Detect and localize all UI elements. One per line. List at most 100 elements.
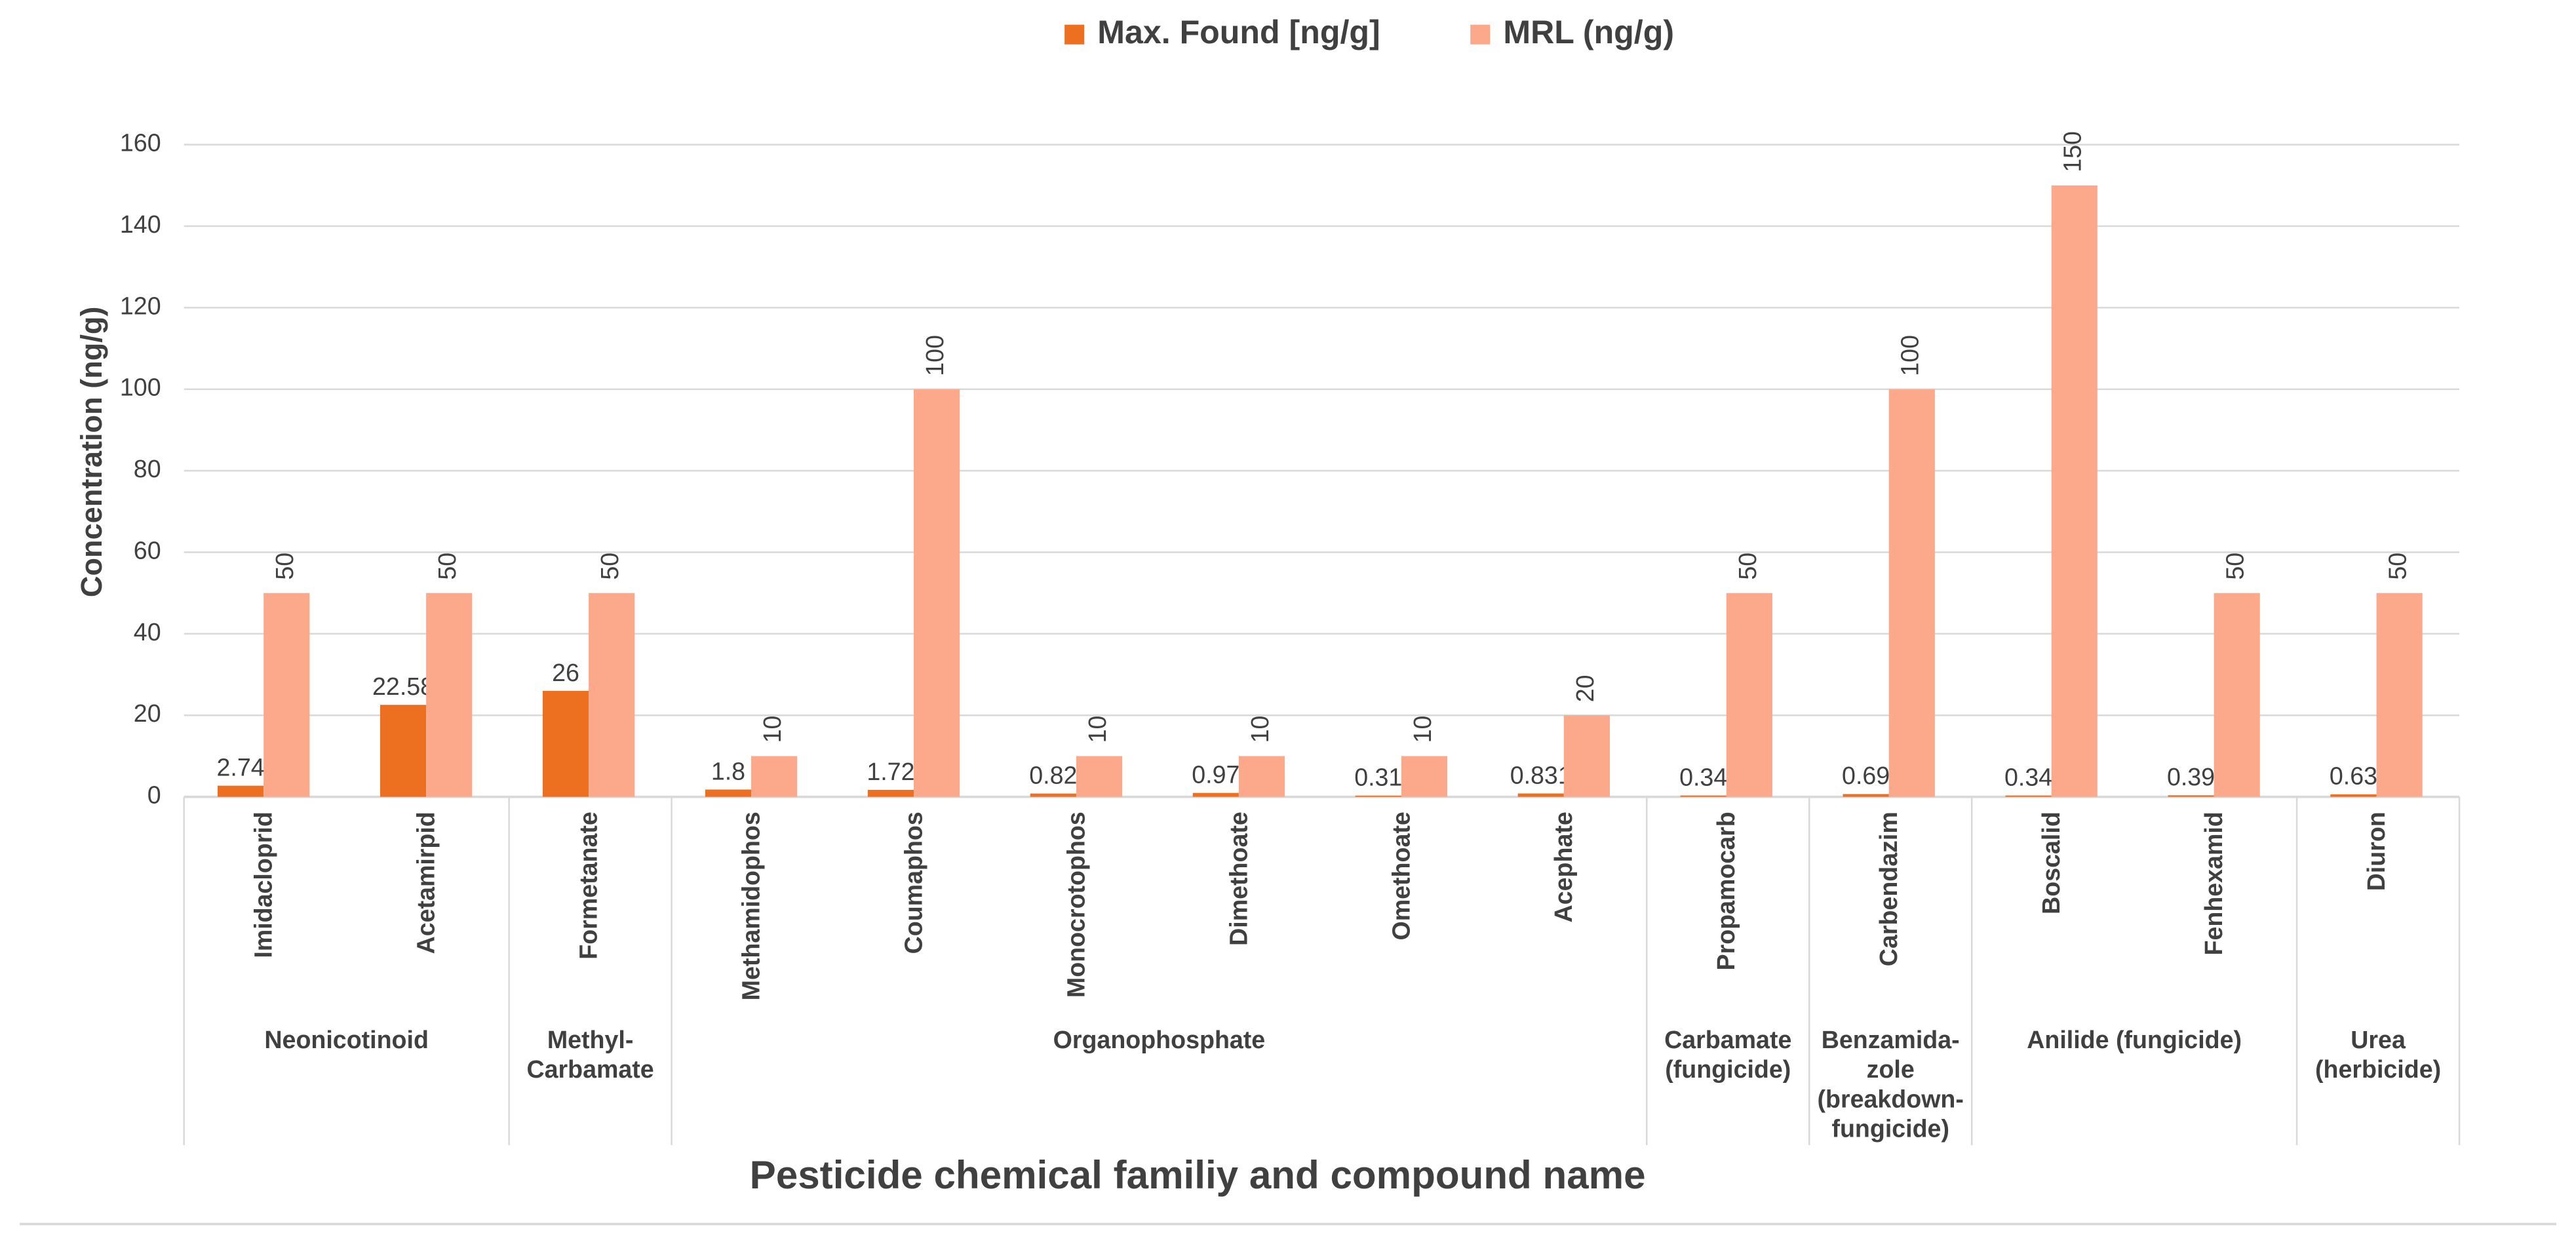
data-label: 10 xyxy=(1083,716,1111,743)
data-label: 50 xyxy=(433,553,461,580)
data-label: 0.34 xyxy=(1679,763,1727,791)
bar xyxy=(426,593,473,797)
data-label: 150 xyxy=(2059,131,2086,172)
bar xyxy=(218,785,264,797)
data-label: 10 xyxy=(1409,716,1436,743)
bar xyxy=(1076,756,1123,797)
bar xyxy=(380,705,427,797)
category-label: Acephate xyxy=(1550,812,1577,922)
group-label: Urea xyxy=(2351,1026,2406,1053)
category-label: Omethoate xyxy=(1387,812,1415,940)
data-label: 10 xyxy=(1246,716,1274,743)
legend-swatch xyxy=(1064,24,1085,45)
data-label: 100 xyxy=(1896,335,1924,376)
data-label: 20 xyxy=(1571,675,1599,702)
x-axis-title: Pesticide chemical familiy and compound … xyxy=(750,1153,1646,1197)
bar xyxy=(1726,593,1772,797)
bar xyxy=(1238,756,1285,797)
bar xyxy=(1680,795,1727,797)
category-label: Formetanate xyxy=(575,812,602,960)
group-label: fungicide) xyxy=(1831,1114,1949,1142)
data-label: 0.97 xyxy=(1192,761,1239,789)
bar xyxy=(2330,794,2377,797)
bar xyxy=(1192,792,1239,797)
y-tick-label: 0 xyxy=(147,781,161,809)
y-tick-label: 140 xyxy=(120,210,161,238)
group-label: Carbamate xyxy=(1664,1026,1791,1053)
group-label: Anilide (fungicide) xyxy=(2027,1026,2242,1053)
y-tick-label: 160 xyxy=(120,129,161,157)
bar xyxy=(1030,793,1076,797)
data-label: 0.63 xyxy=(2330,762,2377,790)
data-label: 50 xyxy=(1734,553,1761,580)
category-label: Coumaphos xyxy=(899,812,927,954)
data-label: 22.58 xyxy=(372,673,434,700)
bar xyxy=(263,593,310,797)
bar xyxy=(2005,795,2052,797)
y-tick-label: 40 xyxy=(134,618,161,646)
data-label: 1.72 xyxy=(867,758,914,785)
y-axis-title: Concentration (ng/g) xyxy=(75,307,108,598)
data-label: 10 xyxy=(758,716,786,743)
bar xyxy=(542,690,589,797)
data-label: 100 xyxy=(921,335,948,376)
y-tick-label: 100 xyxy=(120,374,161,401)
group-label: Neonicotinoid xyxy=(264,1026,428,1053)
legend-swatch xyxy=(1470,24,1491,45)
bar xyxy=(1843,794,1889,797)
category-label: Monocrotophos xyxy=(1062,812,1089,998)
bar xyxy=(2051,185,2098,797)
bar xyxy=(589,593,635,797)
data-label: 0.39 xyxy=(2167,763,2215,791)
group-label: (breakdown- xyxy=(1818,1085,1964,1112)
bar xyxy=(2168,795,2214,797)
bar xyxy=(1888,389,1935,797)
bar xyxy=(1401,756,1448,797)
bar xyxy=(705,789,752,797)
bar xyxy=(1355,795,1401,797)
category-label: Diuron xyxy=(2362,812,2390,891)
category-label: Boscalid xyxy=(2037,812,2065,914)
legend-label: Max. Found [ng/g] xyxy=(1097,14,1380,50)
bar xyxy=(1563,715,1610,797)
data-label: 0.69 xyxy=(1842,762,1890,789)
group-label: zole xyxy=(1867,1055,1915,1083)
data-label: 0.82 xyxy=(1029,761,1077,789)
group-label: (fungicide) xyxy=(1665,1055,1791,1083)
data-label: 1.8 xyxy=(711,757,745,785)
bar xyxy=(2376,593,2423,797)
data-label: 50 xyxy=(271,553,298,580)
legend-label: MRL (ng/g) xyxy=(1503,14,1674,50)
category-label: Acetamirpid xyxy=(412,812,440,954)
group-label: Carbamate xyxy=(526,1055,654,1083)
bar xyxy=(2214,593,2260,797)
group-label: Methyl- xyxy=(547,1026,634,1053)
category-label: Propamocarb xyxy=(1712,812,1740,970)
y-tick-label: 60 xyxy=(134,536,161,564)
bar xyxy=(913,389,960,797)
y-tick-label: 20 xyxy=(134,699,161,727)
data-label: 0.31 xyxy=(1354,764,1402,791)
data-label: 50 xyxy=(596,553,623,580)
category-label: Fenhexamid xyxy=(2200,812,2227,955)
data-label: 2.74 xyxy=(217,753,265,781)
data-label: 50 xyxy=(2384,553,2411,580)
category-label: Carbendazim xyxy=(1875,812,1902,966)
category-label: Imidacloprid xyxy=(250,812,277,958)
bar xyxy=(1517,793,1564,797)
data-label: 26 xyxy=(552,659,579,686)
data-label: 50 xyxy=(2221,553,2249,580)
data-label: 0.831 xyxy=(1510,761,1572,789)
group-label: Benzamida- xyxy=(1822,1026,1960,1053)
bar xyxy=(867,789,914,797)
y-tick-label: 80 xyxy=(134,455,161,482)
y-tick-label: 120 xyxy=(120,292,161,319)
category-label: Methamidophos xyxy=(737,812,764,1000)
category-label: Dimethoate xyxy=(1224,812,1252,946)
group-label: (herbicide) xyxy=(2315,1055,2441,1083)
data-label: 0.34 xyxy=(2004,763,2052,791)
group-label: Organophosphate xyxy=(1053,1026,1266,1053)
bar xyxy=(751,756,798,797)
